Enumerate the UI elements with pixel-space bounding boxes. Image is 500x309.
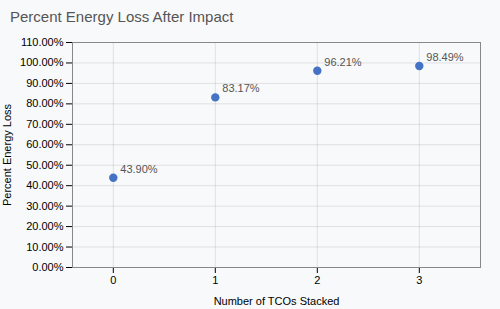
- svg-text:0: 0: [110, 274, 116, 286]
- svg-text:80.00%: 80.00%: [26, 97, 64, 109]
- svg-text:110.00%: 110.00%: [21, 36, 64, 48]
- svg-text:0.00%: 0.00%: [32, 261, 63, 273]
- svg-text:83.17%: 83.17%: [222, 82, 260, 94]
- svg-text:70.00%: 70.00%: [26, 118, 64, 130]
- svg-text:50.00%: 50.00%: [26, 159, 64, 171]
- svg-text:1: 1: [212, 274, 218, 286]
- svg-text:10.00%: 10.00%: [26, 241, 64, 253]
- svg-text:20.00%: 20.00%: [26, 220, 64, 232]
- svg-text:2: 2: [314, 274, 320, 286]
- svg-text:60.00%: 60.00%: [26, 138, 64, 150]
- svg-text:96.21%: 96.21%: [324, 56, 362, 68]
- svg-text:40.00%: 40.00%: [26, 179, 64, 191]
- svg-text:43.90%: 43.90%: [120, 163, 158, 175]
- svg-text:98.49%: 98.49%: [426, 51, 464, 63]
- svg-text:100.00%: 100.00%: [20, 56, 64, 68]
- svg-text:3: 3: [416, 274, 422, 286]
- svg-text:Number of TCOs Stacked: Number of TCOs Stacked: [214, 295, 340, 307]
- html-text:Percent Energy Loss After Impa: Percent Energy Loss After Impact: [10, 8, 234, 25]
- svg-text:30.00%: 30.00%: [26, 200, 64, 212]
- svg-text:Percent Energy Loss: Percent Energy Loss: [1, 103, 13, 206]
- svg-text:90.00%: 90.00%: [26, 77, 64, 89]
